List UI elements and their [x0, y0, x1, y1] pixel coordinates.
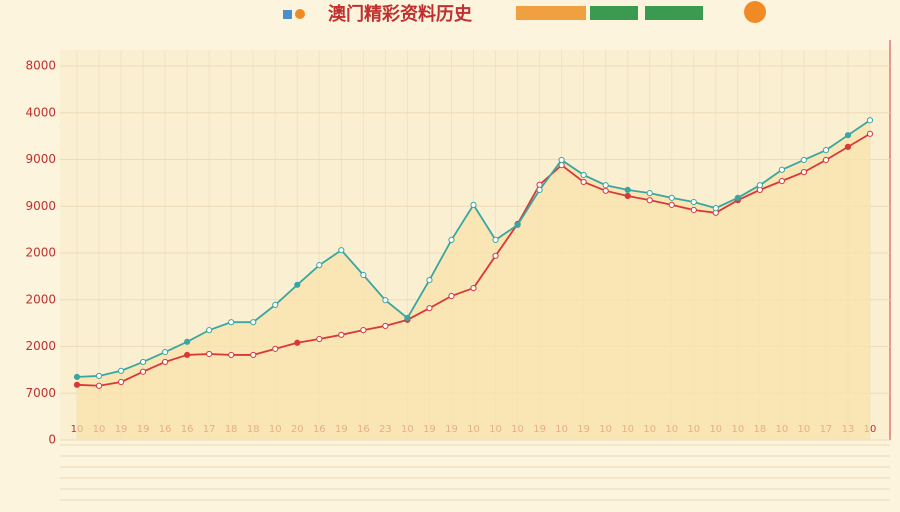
point — [206, 327, 213, 334]
point — [360, 327, 367, 334]
point — [602, 182, 609, 189]
point — [800, 156, 808, 164]
point — [360, 271, 367, 279]
point — [470, 201, 477, 208]
point — [580, 171, 587, 179]
point — [95, 382, 103, 389]
point — [756, 182, 763, 189]
point — [822, 156, 830, 164]
point — [514, 221, 521, 229]
point — [800, 169, 808, 176]
point — [294, 281, 301, 288]
point — [338, 247, 345, 254]
y-tick-label: 4000 — [25, 105, 56, 119]
point — [228, 319, 235, 326]
point — [602, 187, 609, 194]
point — [866, 130, 874, 137]
y-tick-label: 2000 — [25, 246, 56, 260]
point — [580, 178, 587, 186]
y-tick-label: 0 — [48, 433, 56, 447]
point — [646, 197, 653, 204]
point — [734, 194, 741, 201]
point — [844, 143, 852, 150]
title-icon — [283, 10, 292, 19]
y-tick-label: 2000 — [25, 339, 56, 353]
point — [624, 186, 631, 193]
point — [316, 262, 323, 269]
point — [228, 351, 235, 359]
badge — [645, 6, 703, 20]
point — [668, 194, 675, 201]
point — [382, 297, 389, 304]
point — [624, 192, 631, 200]
point — [492, 252, 499, 259]
point — [690, 206, 697, 214]
badge — [516, 6, 586, 20]
point — [690, 198, 697, 206]
point — [250, 319, 257, 326]
badge — [590, 6, 638, 20]
point — [382, 322, 389, 330]
chart-title: 澳门精彩资料历史 — [328, 3, 473, 25]
point — [426, 305, 433, 312]
point — [448, 236, 455, 244]
point — [558, 156, 565, 164]
point — [470, 284, 477, 292]
point — [536, 186, 543, 193]
y-tick-label: 8000 — [25, 59, 56, 73]
point — [778, 177, 785, 185]
y-tick-label: 7000 — [25, 386, 56, 400]
point — [778, 166, 785, 173]
point — [404, 314, 411, 322]
point — [338, 331, 345, 338]
point — [646, 190, 653, 197]
point — [250, 351, 257, 359]
point — [272, 345, 279, 352]
y-tick-label: 2000 — [25, 292, 56, 306]
point — [448, 292, 455, 300]
point — [206, 350, 213, 358]
point — [316, 335, 323, 343]
point — [139, 368, 147, 375]
y-tick-label: 9000 — [25, 152, 56, 166]
point — [492, 236, 499, 244]
point — [117, 367, 125, 374]
point — [162, 358, 169, 366]
y-tick-label: 9000 — [25, 199, 56, 213]
point — [139, 358, 147, 366]
point — [272, 301, 279, 308]
point — [184, 338, 191, 345]
point — [73, 381, 81, 388]
point — [844, 132, 852, 139]
point — [162, 349, 169, 356]
point — [866, 117, 874, 124]
point — [95, 372, 103, 380]
point — [73, 373, 81, 380]
point — [426, 277, 433, 284]
point — [184, 351, 191, 359]
point — [117, 378, 125, 386]
point — [294, 339, 301, 346]
point — [668, 201, 675, 208]
logo — [744, 1, 766, 23]
title-icon — [295, 9, 305, 19]
point — [712, 205, 719, 212]
point — [822, 147, 830, 154]
